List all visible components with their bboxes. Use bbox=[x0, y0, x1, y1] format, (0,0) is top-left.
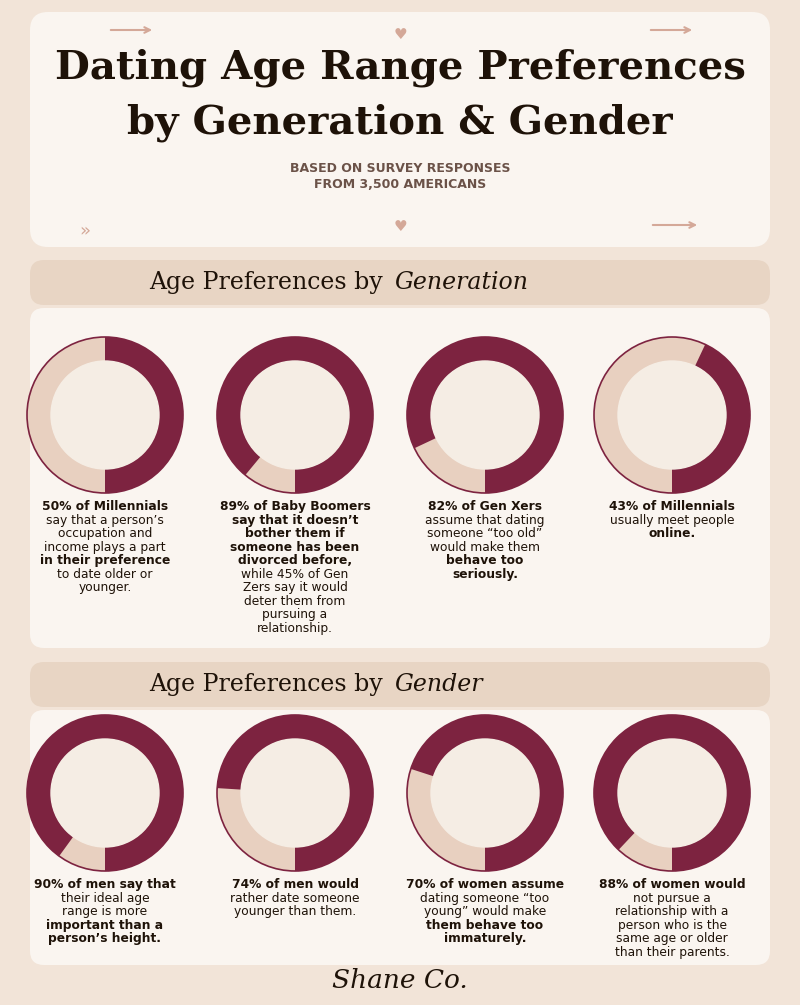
Text: »: » bbox=[79, 222, 90, 240]
Text: Age Preferences by: Age Preferences by bbox=[149, 673, 390, 696]
Text: person’s height.: person’s height. bbox=[49, 932, 162, 945]
Text: occupation and: occupation and bbox=[58, 527, 152, 540]
Text: younger than them.: younger than them. bbox=[234, 904, 356, 918]
Text: deter them from: deter them from bbox=[244, 595, 346, 607]
Text: pursuing a: pursuing a bbox=[262, 608, 327, 621]
Text: 43% of Millennials: 43% of Millennials bbox=[609, 500, 735, 513]
Text: relationship.: relationship. bbox=[257, 621, 333, 634]
Text: someone has been: someone has been bbox=[230, 541, 360, 554]
Wedge shape bbox=[27, 715, 183, 871]
Text: usually meet people: usually meet people bbox=[610, 514, 734, 527]
Wedge shape bbox=[594, 715, 750, 871]
Text: Zers say it would: Zers say it would bbox=[242, 581, 347, 594]
Circle shape bbox=[431, 739, 539, 847]
Text: ♥: ♥ bbox=[393, 27, 407, 42]
Circle shape bbox=[618, 361, 726, 469]
FancyBboxPatch shape bbox=[30, 260, 770, 305]
Text: Shane Co.: Shane Co. bbox=[332, 968, 468, 993]
Text: Dating Age Range Preferences: Dating Age Range Preferences bbox=[54, 48, 746, 86]
FancyBboxPatch shape bbox=[30, 12, 770, 247]
Wedge shape bbox=[594, 715, 750, 871]
Text: divorced before,: divorced before, bbox=[238, 554, 352, 567]
Text: someone “too old”: someone “too old” bbox=[427, 527, 542, 540]
Text: by Generation & Gender: by Generation & Gender bbox=[127, 103, 673, 142]
Text: seriously.: seriously. bbox=[452, 568, 518, 581]
Text: than their parents.: than their parents. bbox=[614, 946, 730, 959]
Text: assume that dating: assume that dating bbox=[426, 514, 545, 527]
Circle shape bbox=[618, 739, 726, 847]
FancyBboxPatch shape bbox=[30, 710, 770, 965]
Wedge shape bbox=[407, 337, 563, 493]
Wedge shape bbox=[217, 337, 373, 493]
Text: 90% of men say that: 90% of men say that bbox=[34, 878, 176, 891]
Text: rather date someone: rather date someone bbox=[230, 891, 360, 905]
Wedge shape bbox=[407, 337, 563, 493]
Text: online.: online. bbox=[648, 527, 696, 540]
Text: behave too: behave too bbox=[446, 554, 524, 567]
Text: say that a person’s: say that a person’s bbox=[46, 514, 164, 527]
Text: 88% of women would: 88% of women would bbox=[598, 878, 746, 891]
FancyBboxPatch shape bbox=[30, 308, 770, 648]
Circle shape bbox=[51, 739, 159, 847]
Circle shape bbox=[241, 739, 349, 847]
Text: Age Preferences by: Age Preferences by bbox=[149, 271, 390, 294]
Text: FROM 3,500 AMERICANS: FROM 3,500 AMERICANS bbox=[314, 178, 486, 191]
Text: younger.: younger. bbox=[78, 581, 132, 594]
Circle shape bbox=[241, 361, 349, 469]
Text: 74% of men would: 74% of men would bbox=[231, 878, 358, 891]
Wedge shape bbox=[27, 337, 183, 493]
Circle shape bbox=[51, 361, 159, 469]
Text: person who is the: person who is the bbox=[618, 919, 726, 932]
Text: relationship with a: relationship with a bbox=[615, 904, 729, 918]
Text: bother them if: bother them if bbox=[245, 527, 345, 540]
Text: while 45% of Gen: while 45% of Gen bbox=[242, 568, 349, 581]
Wedge shape bbox=[411, 715, 563, 871]
Text: 50% of Millennials: 50% of Millennials bbox=[42, 500, 168, 513]
Text: not pursue a: not pursue a bbox=[633, 891, 711, 905]
Text: in their preference: in their preference bbox=[40, 554, 170, 567]
Text: would make them: would make them bbox=[430, 541, 540, 554]
Wedge shape bbox=[407, 715, 563, 871]
Text: Gender: Gender bbox=[394, 673, 482, 696]
Text: immaturely.: immaturely. bbox=[444, 932, 526, 945]
Text: 89% of Baby Boomers: 89% of Baby Boomers bbox=[220, 500, 370, 513]
Text: range is more: range is more bbox=[62, 904, 147, 918]
Circle shape bbox=[431, 361, 539, 469]
Text: income plays a part: income plays a part bbox=[44, 541, 166, 554]
Text: Generation: Generation bbox=[394, 271, 528, 294]
Text: young” would make: young” would make bbox=[424, 904, 546, 918]
Wedge shape bbox=[672, 345, 750, 493]
Wedge shape bbox=[105, 337, 183, 493]
Text: ♥: ♥ bbox=[393, 219, 407, 234]
Text: them behave too: them behave too bbox=[426, 919, 543, 932]
Text: BASED ON SURVEY RESPONSES: BASED ON SURVEY RESPONSES bbox=[290, 162, 510, 175]
Text: say that it doesn’t: say that it doesn’t bbox=[232, 514, 358, 527]
Text: important than a: important than a bbox=[46, 919, 163, 932]
Text: same age or older: same age or older bbox=[616, 932, 728, 945]
Wedge shape bbox=[217, 715, 373, 871]
Wedge shape bbox=[217, 337, 373, 493]
Text: dating someone “too: dating someone “too bbox=[420, 891, 550, 905]
Text: 70% of women assume: 70% of women assume bbox=[406, 878, 564, 891]
Wedge shape bbox=[594, 337, 750, 493]
Text: their ideal age: their ideal age bbox=[61, 891, 150, 905]
Wedge shape bbox=[217, 715, 373, 871]
Text: to date older or: to date older or bbox=[58, 568, 153, 581]
FancyBboxPatch shape bbox=[30, 662, 770, 707]
Text: 82% of Gen Xers: 82% of Gen Xers bbox=[428, 500, 542, 513]
Wedge shape bbox=[27, 715, 183, 871]
